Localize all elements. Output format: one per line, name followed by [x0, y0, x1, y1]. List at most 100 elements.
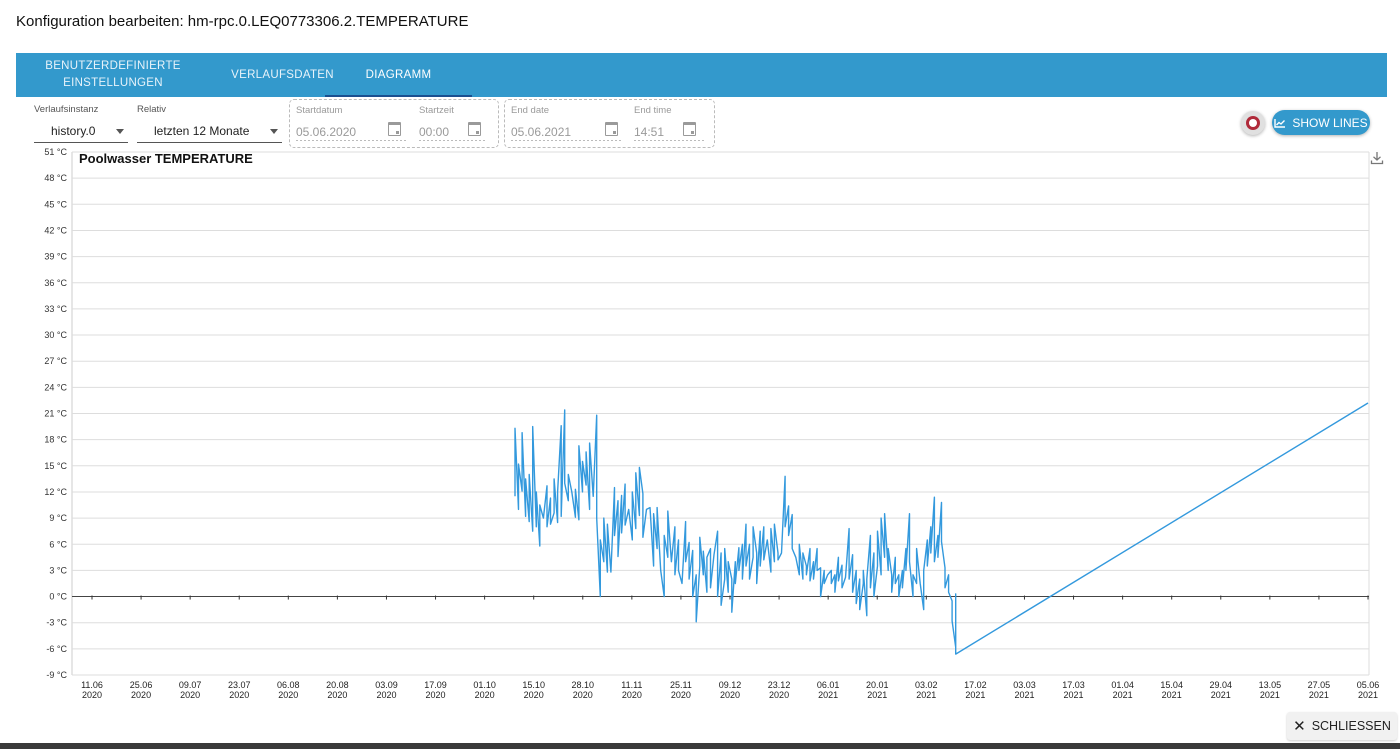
relative-label: Relativ	[137, 104, 167, 115]
close-icon: ✕	[1293, 718, 1306, 735]
chevron-down-icon	[270, 129, 278, 134]
taskbar-strip	[0, 743, 1400, 749]
x-tick-label: 01.10	[473, 680, 496, 690]
x-tick-label: 03.02	[915, 680, 938, 690]
y-tick-label: 27 °C	[44, 356, 67, 366]
end-time-value: 14:51	[634, 125, 665, 139]
download-icon[interactable]	[1370, 151, 1384, 165]
start-group	[289, 99, 499, 148]
x-tick-year-label: 2021	[867, 690, 887, 700]
start-date-value: 05.06.2020	[296, 125, 357, 139]
show-lines-button[interactable]: SHOW LINES	[1272, 110, 1370, 135]
underline	[296, 140, 406, 141]
x-tick-label: 17.03	[1062, 680, 1085, 690]
x-tick-year-label: 2020	[426, 690, 446, 700]
start-time-value: 00:00	[419, 125, 450, 139]
x-tick-year-label: 2021	[1211, 690, 1231, 700]
y-tick-label: 12 °C	[44, 487, 67, 497]
line-chart-icon	[1274, 118, 1286, 128]
x-tick-label: 28.10	[572, 680, 595, 690]
x-tick-label: 13.05	[1259, 680, 1282, 690]
relative-value: letzten 12 Monate	[154, 124, 250, 138]
x-tick-label: 15.10	[522, 680, 545, 690]
y-tick-label: 36 °C	[44, 278, 67, 288]
y-tick-label: 51 °C	[44, 147, 67, 157]
y-tick-label: 39 °C	[44, 252, 67, 262]
chart-title: Poolwasser TEMPERATURE	[79, 151, 253, 166]
y-tick-label: 15 °C	[44, 461, 67, 471]
start-time-field[interactable]: Startzeit 00:00	[419, 105, 487, 145]
end-time-label: End time	[634, 105, 672, 116]
relative-select[interactable]: Relativ letzten 12 Monate	[137, 104, 282, 144]
underline	[137, 142, 282, 143]
y-tick-label: 45 °C	[44, 199, 67, 209]
x-tick-year-label: 2020	[278, 690, 298, 700]
active-tab-indicator	[325, 95, 472, 97]
x-tick-label: 20.01	[866, 680, 889, 690]
end-time-field[interactable]: End time 14:51	[634, 105, 704, 145]
x-tick-year-label: 2020	[622, 690, 642, 700]
y-tick-label: -3 °C	[46, 618, 67, 628]
tab-bar: BENUTZERDEFINIERTE EINSTELLUNGEN VERLAUFS…	[16, 53, 1387, 97]
start-time-label: Startzeit	[419, 105, 454, 116]
y-tick-label: 9 °C	[49, 513, 67, 523]
end-date-label: End date	[511, 105, 550, 116]
x-tick-year-label: 2021	[1162, 690, 1182, 700]
x-tick-year-label: 2021	[1014, 690, 1034, 700]
instance-value: history.0	[51, 124, 96, 138]
x-tick-label: 05.06	[1357, 680, 1380, 690]
x-tick-label: 15.04	[1160, 680, 1183, 690]
x-tick-year-label: 2021	[818, 690, 838, 700]
tab-diagram[interactable]: DIAGRAMM	[326, 53, 471, 97]
x-tick-year-label: 2020	[573, 690, 593, 700]
start-date-label: Startdatum	[296, 105, 343, 116]
x-tick-year-label: 2021	[1309, 690, 1329, 700]
y-tick-label: 33 °C	[44, 304, 67, 314]
x-tick-label: 17.02	[964, 680, 987, 690]
y-tick-label: 21 °C	[44, 409, 67, 419]
calendar-icon[interactable]	[468, 122, 481, 136]
x-tick-label: 06.01	[817, 680, 840, 690]
close-label: SCHLIESSEN	[1311, 719, 1391, 733]
calendar-icon[interactable]	[388, 122, 401, 136]
y-tick-label: -6 °C	[46, 644, 67, 654]
tab-label-line1: BENUTZERDEFINIERTE	[45, 60, 181, 72]
x-tick-label: 11.06	[81, 680, 103, 690]
tab-history-data[interactable]: VERLAUFSDATEN	[210, 53, 355, 97]
x-tick-year-label: 2020	[180, 690, 200, 700]
y-tick-label: 42 °C	[44, 225, 67, 235]
end-date-field[interactable]: End date 05.06.2021	[511, 105, 621, 145]
tab-label: VERLAUFSDATEN	[231, 68, 334, 81]
calendar-icon[interactable]	[683, 122, 696, 136]
temperature-chart: 51 °C 48 °C 45 °C 42 °C 39 °C 36 °C 33 °C 30 °C…	[44, 147, 1380, 700]
tab-label-line2: EINSTELLUNGEN	[63, 77, 163, 89]
x-tick-year-label: 2020	[671, 690, 691, 700]
x-tick-year-label: 2020	[475, 690, 495, 700]
x-tick-label: 23.07	[228, 680, 251, 690]
y-tick-label: -9 °C	[46, 670, 67, 680]
x-tick-year-label: 2021	[1113, 690, 1133, 700]
y-tick-label: 3 °C	[49, 565, 67, 575]
x-tick-year-label: 2020	[376, 690, 396, 700]
x-tick-year-label: 2021	[1358, 690, 1378, 700]
record-icon	[1246, 116, 1260, 130]
x-tick-year-label: 2021	[965, 690, 985, 700]
instance-select[interactable]: Verlaufsinstanz history.0	[34, 104, 128, 144]
x-tick-label: 23.12	[768, 680, 791, 690]
x-tick-label: 17.09	[424, 680, 447, 690]
underline	[634, 140, 704, 141]
calendar-icon[interactable]	[605, 122, 618, 136]
tab-custom-settings[interactable]: BENUTZERDEFINIERTE EINSTELLUNGEN	[16, 53, 210, 97]
x-tick-year-label: 2020	[82, 690, 102, 700]
y-tick-label: 6 °C	[49, 539, 67, 549]
start-date-field[interactable]: Startdatum 05.06.2020	[296, 105, 406, 145]
record-button[interactable]	[1241, 111, 1265, 135]
x-tick-label: 01.04	[1111, 680, 1134, 690]
underline	[419, 140, 487, 141]
x-tick-label: 25.06	[130, 680, 153, 690]
y-tick-label: 30 °C	[44, 330, 67, 340]
x-tick-year-label: 2021	[1260, 690, 1280, 700]
y-tick-label: 18 °C	[44, 435, 67, 445]
x-tick-label: 03.09	[375, 680, 398, 690]
close-button[interactable]: ✕ SCHLIESSEN	[1287, 712, 1397, 740]
